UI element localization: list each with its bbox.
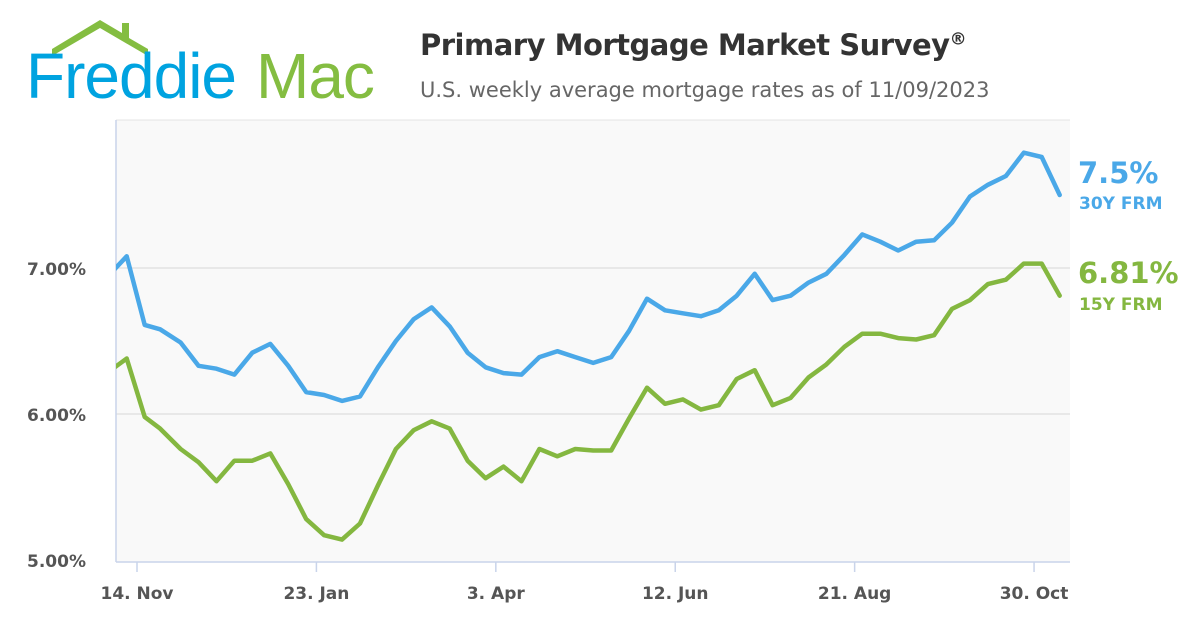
x-tick-label: 14. Nov	[100, 584, 173, 604]
x-tick-label: 12. Jun	[642, 584, 709, 604]
label-15y-name: 15Y FRM	[1079, 295, 1163, 315]
chart-title: Primary Mortgage Market Survey®	[420, 28, 967, 62]
plot-background	[116, 120, 1070, 562]
y-tick-label: 6.00%	[27, 406, 86, 426]
svg-text:Freddie: Freddie	[26, 40, 236, 110]
freddie-mac-logo: Freddie Mac	[26, 20, 375, 110]
svg-text:Mac: Mac	[256, 40, 374, 110]
label-30y-value: 7.5%	[1078, 156, 1159, 190]
y-tick-label: 5.00%	[27, 552, 86, 572]
x-tick-label: 21. Aug	[818, 584, 891, 604]
x-tick-label: 23. Jan	[283, 584, 349, 604]
series-line-15y-frm	[116, 261, 1062, 542]
label-30y-name: 30Y FRM	[1079, 194, 1163, 214]
house-roof-icon	[52, 20, 148, 56]
series-line-30y-frm	[116, 150, 1062, 404]
y-tick-label: 7.00%	[27, 260, 86, 280]
x-tick-label: 30. Oct	[1000, 584, 1069, 604]
chart-subtitle: U.S. weekly average mortgage rates as of…	[420, 78, 990, 102]
label-15y-value: 6.81%	[1078, 256, 1179, 290]
x-tick-label: 3. Apr	[467, 584, 526, 604]
